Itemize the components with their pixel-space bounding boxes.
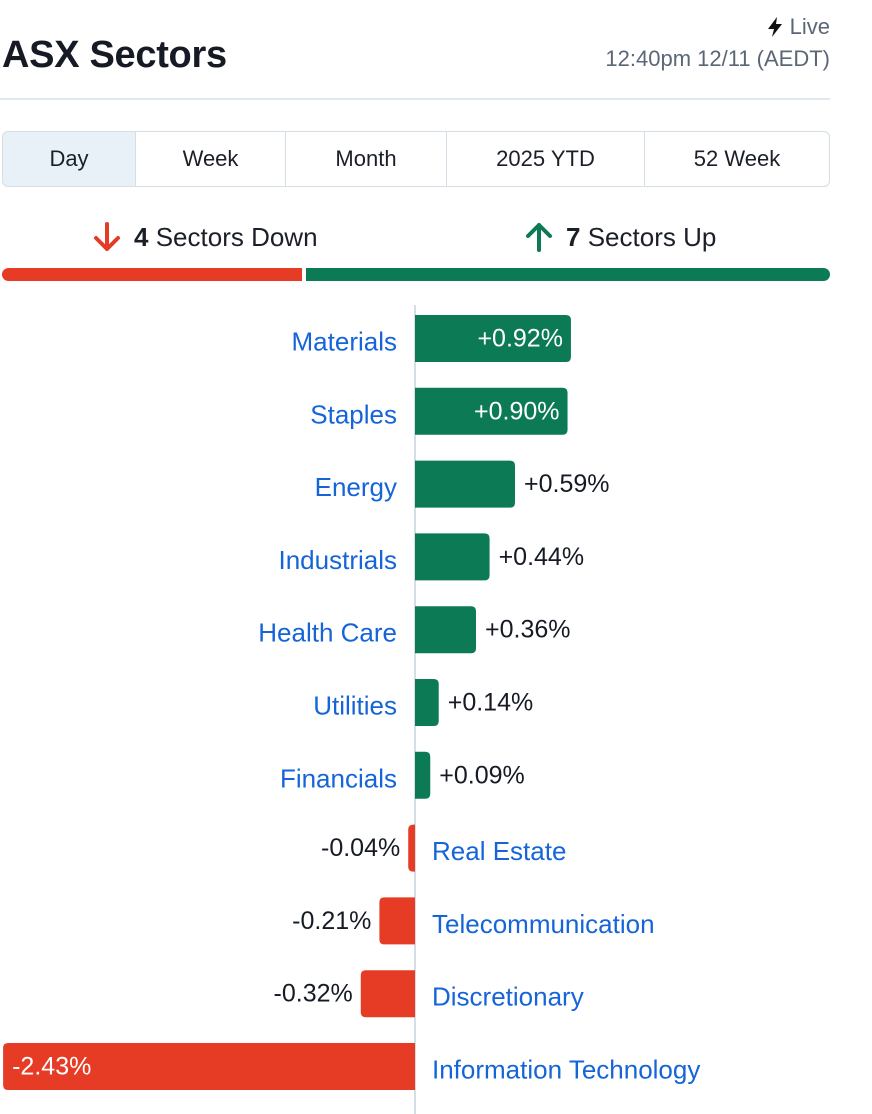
value-label: -0.32% [274, 980, 353, 1008]
period-tabs: Day Week Month 2025 YTD 52 Week [2, 131, 830, 187]
sectors-up-summary: 7 Sectors Up [522, 220, 716, 254]
timestamp: 12:40pm 12/11 (AEDT) [605, 46, 830, 71]
category-label[interactable]: Financials [280, 763, 397, 793]
tab-month[interactable]: Month [286, 132, 447, 186]
sectors-up-count: 7 [566, 221, 581, 252]
bar-financials[interactable] [415, 751, 431, 799]
value-label: +0.92% [477, 325, 563, 353]
value-label: -0.04% [321, 834, 400, 862]
category-label[interactable]: Telecommunication [432, 909, 655, 939]
arrow-down-icon [94, 222, 120, 251]
category-label[interactable]: Staples [310, 399, 397, 429]
value-label: +0.36% [485, 616, 571, 644]
value-label: -0.21% [292, 907, 371, 935]
category-label[interactable]: Industrials [279, 545, 398, 575]
category-label[interactable]: Real Estate [432, 836, 566, 866]
bar-real-estate[interactable] [408, 824, 415, 872]
value-label: +0.44% [499, 543, 584, 571]
arrow-up-icon [526, 223, 552, 252]
sectors-up-bar [306, 268, 830, 281]
value-label: +0.09% [439, 761, 525, 789]
bar-information-technology[interactable] [3, 1043, 416, 1090]
tab-2025-ytd[interactable]: 2025 YTD [447, 132, 645, 186]
category-label[interactable]: Information Technology [432, 1055, 700, 1085]
category-label[interactable]: Materials [292, 327, 397, 357]
sectors-down-bar [2, 268, 302, 281]
bar-staples[interactable] [415, 387, 568, 435]
sectors-down-count: 4 [134, 221, 149, 252]
sectors-up-label: Sectors Up [587, 221, 717, 252]
lightning-icon [767, 17, 782, 37]
bar-energy[interactable] [415, 460, 516, 508]
tab-52-week[interactable]: 52 Week [693, 146, 781, 171]
tab-week[interactable]: Week [136, 132, 286, 186]
value-label: +0.14% [448, 689, 533, 717]
bar-materials[interactable] [415, 315, 571, 362]
bar-health-care[interactable] [415, 606, 477, 654]
bar-discretionary[interactable] [360, 970, 415, 1018]
category-label[interactable]: Energy [315, 472, 397, 502]
value-label: +0.90% [474, 397, 560, 425]
value-label: +0.59% [524, 470, 610, 498]
live-label: Live [789, 14, 830, 39]
sectors-down-summary: 4 Sectors Down [90, 220, 318, 254]
tab-day[interactable]: Day [3, 132, 136, 186]
category-label[interactable]: Discretionary [432, 982, 584, 1012]
category-label[interactable]: Health Care [258, 618, 397, 648]
live-indicator: Live [766, 14, 830, 40]
bar-telecommunication[interactable] [379, 897, 415, 945]
sectors-down-label: Sectors Down [155, 221, 318, 252]
bar-utilities[interactable] [415, 679, 439, 726]
category-label[interactable]: Utilities [313, 691, 397, 721]
page-title: ASX Sectors [2, 34, 227, 76]
bar-industrials[interactable] [415, 533, 490, 581]
value-label: -2.43% [12, 1053, 91, 1081]
sector-bar-chart: Materials +0.92% Staples +0.90% Energy +0.59%… [3, 305, 700, 1114]
chart-header: ASX Sectors Live 12:40pm 12/11 (AEDT) [0, 0, 830, 100]
